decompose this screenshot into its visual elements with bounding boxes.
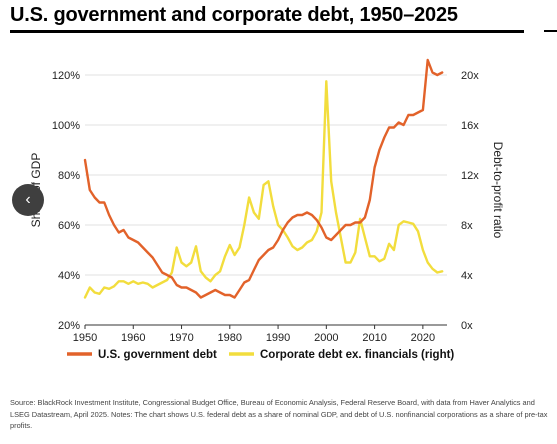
x-tick-label: 1950 bbox=[73, 332, 97, 344]
y-tick-label: 120% bbox=[52, 70, 80, 82]
x-tick-label: 2020 bbox=[411, 332, 435, 344]
x-tick-label: 2000 bbox=[314, 332, 338, 344]
x-tick-label: 1980 bbox=[218, 332, 242, 344]
y-tick-label: 80% bbox=[58, 170, 80, 182]
chevron-left-icon: ‹ bbox=[25, 191, 31, 208]
x-tick-label: 2010 bbox=[362, 332, 386, 344]
y-tick-label: 100% bbox=[52, 120, 80, 132]
x-tick-label: 1970 bbox=[169, 332, 193, 344]
debt-line-chart: 20% 40% 60% 80% 100% 120% 0x 4x 8x 12x 16x 20x 1950 1… bbox=[29, 58, 505, 361]
y-tick-label: 20% bbox=[58, 320, 80, 332]
y2-tick-label: 4x bbox=[461, 270, 473, 282]
series-line-government-debt bbox=[83, 58, 444, 299]
x-tick-label: 1960 bbox=[121, 332, 145, 344]
y2-tick-label: 16x bbox=[461, 120, 479, 132]
carousel-prev-button[interactable]: ‹ bbox=[12, 184, 44, 216]
y2-axis-label: Debt-to-profit ratio bbox=[491, 142, 505, 239]
title-rule bbox=[10, 30, 524, 33]
y-tick-label: 60% bbox=[58, 220, 80, 232]
y-tick-label: 40% bbox=[58, 270, 80, 282]
legend-label: U.S. government debt bbox=[98, 349, 217, 361]
series-line-corporate-debt bbox=[83, 80, 444, 299]
x-tick-label: 1990 bbox=[266, 332, 290, 344]
legend-label: Corporate debt ex. financials (right) bbox=[260, 349, 454, 361]
y2-tick-label: 0x bbox=[461, 320, 473, 332]
title-rule-edge bbox=[544, 30, 557, 32]
y2-tick-label: 12x bbox=[461, 170, 479, 182]
source-note: Source: BlackRock Investment Institute, … bbox=[10, 398, 548, 430]
y2-tick-label: 20x bbox=[461, 70, 479, 82]
y2-tick-label: 8x bbox=[461, 220, 473, 232]
chart-title: U.S. government and corporate debt, 1950… bbox=[10, 4, 458, 26]
